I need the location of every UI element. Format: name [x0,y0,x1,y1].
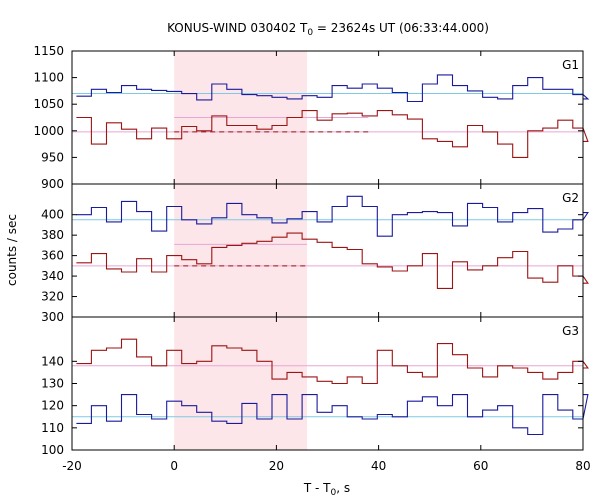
x-axis-label-subscript: 0 [331,488,337,498]
series-step-line-red [76,232,589,289]
panel-label: G2 [562,191,579,205]
x-tick-label: 80 [575,459,590,473]
series-step-line-red [76,110,589,158]
chart-title-subscript: 0 [307,28,313,38]
x-tick-label: 20 [269,459,284,473]
y-tick-label: 1150 [33,44,64,58]
x-axis-label: T - T0, s [303,481,350,498]
chart-title-rest: = 23624s UT (06:33:44.000) [313,21,489,35]
series-step-line-red [76,338,589,385]
y-tick-label: 380 [41,228,64,242]
series-step-line-blue [76,74,590,103]
panels-group: 9009501000105011001150G13003203403603804… [33,44,590,473]
x-tick-label: 60 [473,459,488,473]
panel-label: G1 [562,58,579,72]
panel-g2: 300 320 340 360 380 400 G2 [41,183,589,324]
y-tick-label: 100 [41,443,64,457]
y-tick-label: 120 [41,399,64,413]
y-tick-label: 130 [41,377,64,391]
y-tick-label: 400 [41,208,64,222]
panel-g3: 100 110 120 130 140 G3 [41,316,589,457]
y-tick-label: 1000 [33,124,64,138]
y-tick-label: 340 [41,269,64,283]
source-interval-shading [174,317,308,450]
y-tick-label: 300 [41,310,64,324]
x-axis-label-main: T - T [303,481,331,495]
source-interval-shading [174,184,308,317]
series-step-line-blue [76,195,589,237]
x-axis-label-rest: , s [336,481,350,495]
x-tick-label: -20 [62,459,82,473]
x-tick-label: 0 [170,459,178,473]
x-tick-label: 40 [371,459,386,473]
y-tick-label: 110 [41,421,64,435]
panel-label: G3 [562,324,579,338]
y-tick-label: 950 [41,150,64,164]
y-tick-label: 140 [41,354,64,368]
series-step-line-blue [76,394,589,436]
panel-g1: 900 950 1000 1050 1100 1150 G1 [33,44,590,191]
y-tick-label: 1050 [33,97,64,111]
y-tick-label: 900 [41,177,64,191]
chart-title: KONUS-WIND 030402 T0 = 23624s UT (06:33:… [167,21,489,38]
y-tick-label: 360 [41,249,64,263]
y-tick-label: 320 [41,290,64,304]
y-tick-label: 1100 [33,71,64,85]
y-axis-label: counts / sec [5,214,19,286]
chart-title-main: KONUS-WIND 030402 T [167,21,308,35]
